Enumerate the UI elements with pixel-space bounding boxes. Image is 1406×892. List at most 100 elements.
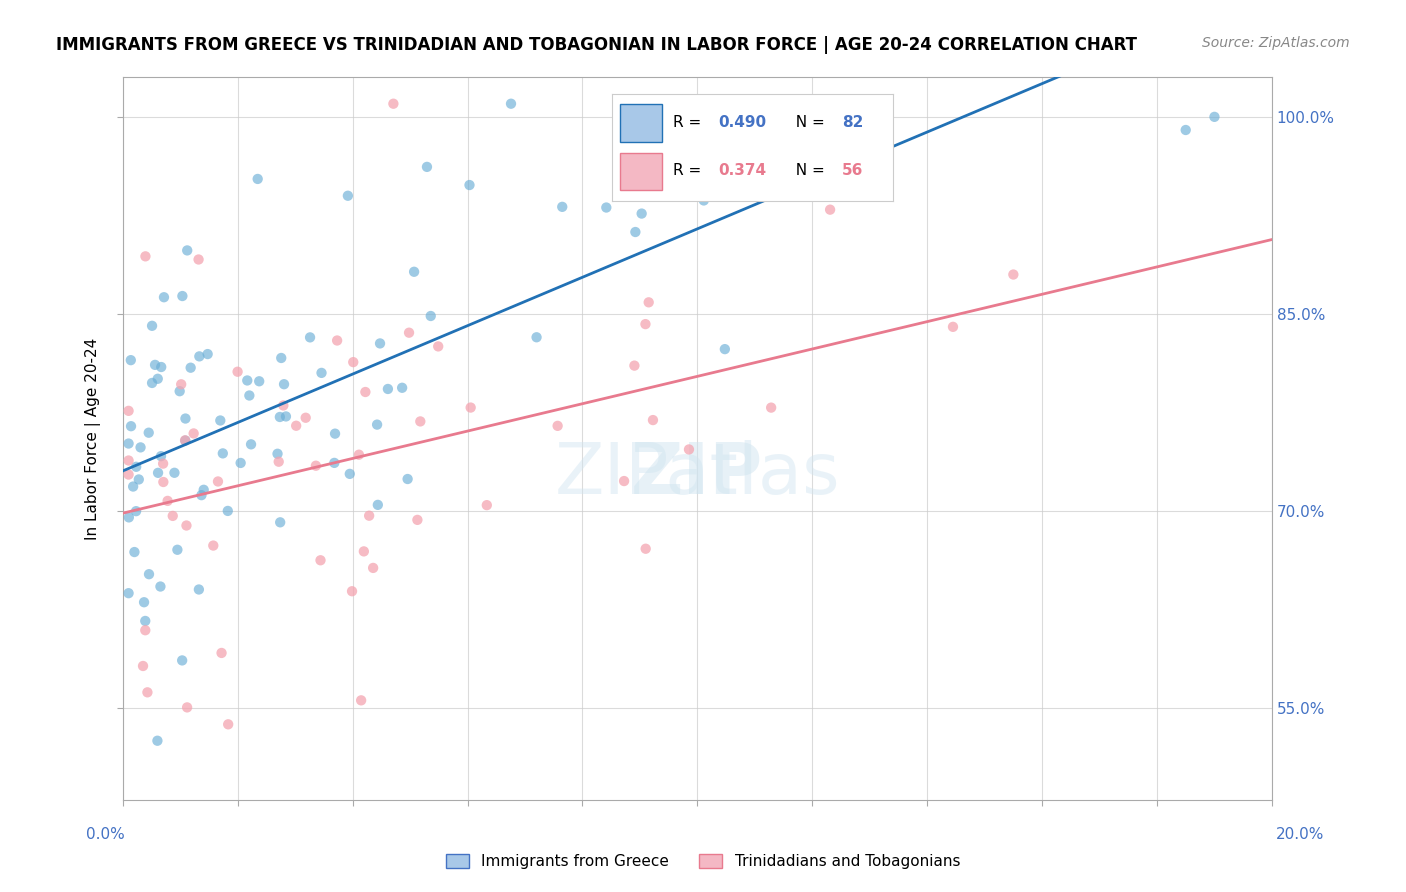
Point [229,456,252,470]
Point [170,377,193,392]
Point [172,289,194,303]
Text: 82: 82 [842,115,863,130]
Point [202,539,225,553]
Point [172,653,194,667]
Point [367,498,389,512]
Point [294,410,316,425]
Point [141,376,163,390]
Point [176,700,198,714]
Point [427,339,450,353]
Point [716,96,738,111]
Point [247,374,270,388]
Point [693,194,716,208]
Point [1002,268,1025,282]
Point [176,518,198,533]
Point [323,426,346,441]
Point [187,252,209,267]
Point [211,446,233,460]
Point [156,494,179,508]
Point [120,419,142,434]
Point [274,409,297,424]
Point [623,359,645,373]
Text: ZIP: ZIP [631,441,763,509]
Point [630,206,652,220]
Text: R =: R = [673,163,707,178]
Point [146,372,169,386]
Point [458,178,481,192]
Point [419,309,441,323]
Point [226,365,249,379]
Point [197,347,219,361]
Point [134,614,156,628]
Text: N =: N = [786,115,830,130]
Point [353,544,375,558]
Point [714,342,737,356]
Point [368,336,391,351]
Point [125,504,148,518]
Point [551,200,574,214]
Point [342,355,364,369]
Point [336,188,359,202]
Point [634,541,657,556]
Point [273,377,295,392]
Point [624,225,647,239]
Point [211,646,233,660]
Point [152,457,174,471]
Point [347,448,370,462]
Point [129,441,152,455]
Text: IMMIGRANTS FROM GREECE VS TRINIDADIAN AND TOBAGONIAN IN LABOR FORCE | AGE 20-24 : IMMIGRANTS FROM GREECE VS TRINIDADIAN AN… [56,36,1137,54]
Text: N =: N = [786,163,830,178]
Point [150,449,173,463]
Point [526,330,548,344]
Point [180,360,202,375]
Point [678,442,700,457]
Point [183,426,205,441]
Point [176,244,198,258]
Point [499,96,522,111]
Point [305,458,328,473]
Point [134,624,156,638]
Point [236,374,259,388]
Point [240,437,263,451]
Point [326,334,349,348]
Point [124,545,146,559]
Point [207,475,229,489]
Point [269,409,291,424]
Point [404,265,426,279]
Text: 0.490: 0.490 [718,115,766,130]
Point [209,413,232,427]
Point [143,358,166,372]
Point [117,453,139,467]
Point [859,112,882,127]
Legend: Immigrants from Greece, Trinidadians and Tobagonians: Immigrants from Greece, Trinidadians and… [440,848,966,875]
Point [350,693,373,707]
Point [120,353,142,368]
Point [391,381,413,395]
Point [759,401,782,415]
Point [174,411,197,425]
Point [138,425,160,440]
Point [174,434,197,448]
Point [942,319,965,334]
Text: ZIPatlas: ZIPatlas [554,441,841,509]
Point [190,488,212,502]
Point [267,455,290,469]
Point [166,542,188,557]
Point [246,172,269,186]
Text: 56: 56 [842,163,863,178]
Point [169,384,191,399]
Point [1174,123,1197,137]
Text: Source: ZipAtlas.com: Source: ZipAtlas.com [1202,36,1350,50]
Point [311,366,333,380]
Point [460,401,482,415]
Point [162,508,184,523]
Point [377,382,399,396]
Point [273,399,295,413]
Text: 0.0%: 0.0% [86,827,125,841]
Point [641,413,664,427]
Point [150,359,173,374]
Point [217,717,239,731]
Point [118,510,141,524]
Point [323,456,346,470]
Point [152,475,174,489]
